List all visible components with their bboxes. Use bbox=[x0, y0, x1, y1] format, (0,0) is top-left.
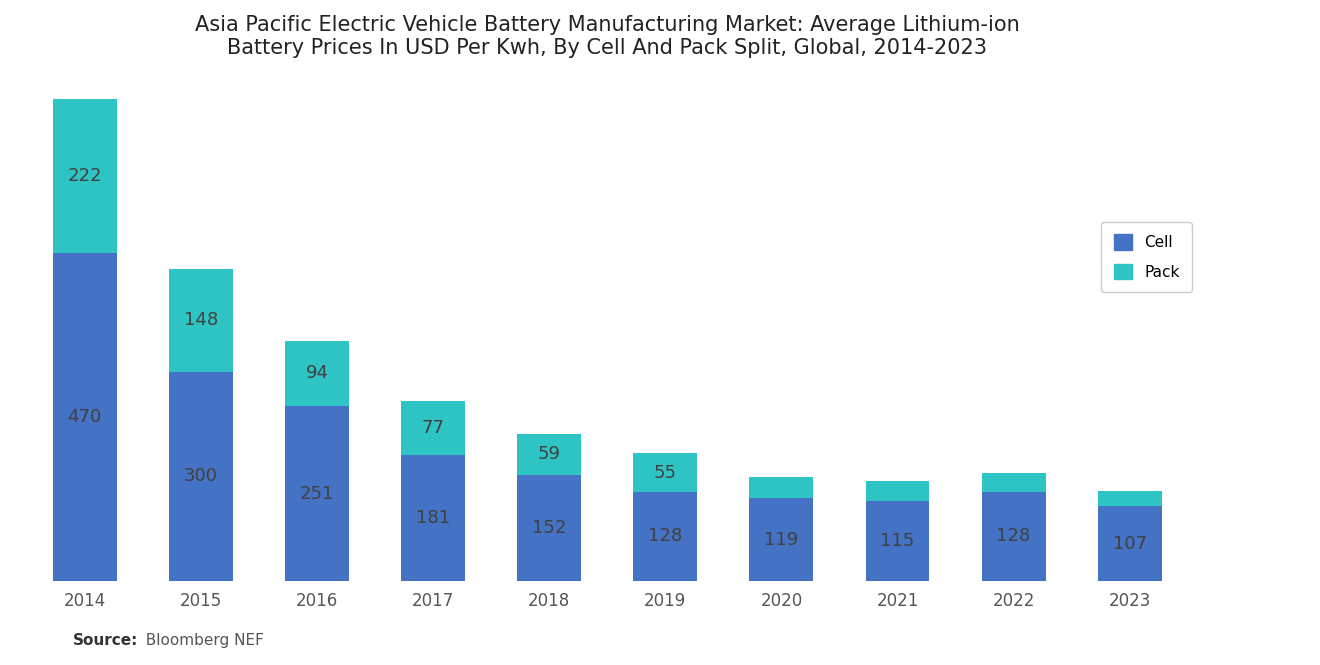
Text: 107: 107 bbox=[1113, 535, 1147, 553]
Bar bbox=[517, 475, 581, 581]
Title: Asia Pacific Electric Vehicle Battery Manufacturing Market: Average Lithium-ion
: Asia Pacific Electric Vehicle Battery Ma… bbox=[195, 15, 1019, 59]
Bar bbox=[285, 406, 348, 581]
Bar bbox=[866, 481, 929, 501]
Bar bbox=[866, 501, 929, 581]
Text: 152: 152 bbox=[532, 519, 566, 537]
Bar bbox=[634, 454, 697, 491]
Text: Bloomberg NEF: Bloomberg NEF bbox=[136, 633, 264, 648]
Text: 55: 55 bbox=[653, 464, 677, 481]
Bar bbox=[982, 491, 1045, 581]
Text: 59: 59 bbox=[537, 446, 561, 464]
Bar bbox=[1098, 507, 1162, 581]
Bar bbox=[285, 340, 348, 406]
Bar bbox=[169, 269, 232, 372]
Bar bbox=[750, 477, 813, 498]
Text: 119: 119 bbox=[764, 531, 799, 549]
Bar bbox=[53, 98, 116, 253]
Text: 470: 470 bbox=[67, 408, 102, 426]
Bar bbox=[982, 473, 1045, 491]
Bar bbox=[169, 372, 232, 581]
Text: 251: 251 bbox=[300, 485, 334, 503]
Text: Source:: Source: bbox=[73, 633, 139, 648]
Bar bbox=[634, 491, 697, 581]
Text: 115: 115 bbox=[880, 532, 915, 550]
Text: 222: 222 bbox=[67, 167, 102, 185]
Bar bbox=[401, 455, 465, 581]
Text: 77: 77 bbox=[421, 419, 445, 437]
Text: 128: 128 bbox=[997, 527, 1031, 545]
Bar bbox=[53, 253, 116, 581]
Bar bbox=[1098, 491, 1162, 507]
Bar bbox=[401, 401, 465, 455]
Text: 94: 94 bbox=[305, 364, 329, 382]
Text: 300: 300 bbox=[183, 467, 218, 485]
Text: 148: 148 bbox=[183, 311, 218, 329]
Text: 128: 128 bbox=[648, 527, 682, 545]
Text: 181: 181 bbox=[416, 509, 450, 527]
Legend: Cell, Pack: Cell, Pack bbox=[1101, 221, 1192, 292]
Bar bbox=[750, 498, 813, 581]
Bar bbox=[517, 434, 581, 475]
